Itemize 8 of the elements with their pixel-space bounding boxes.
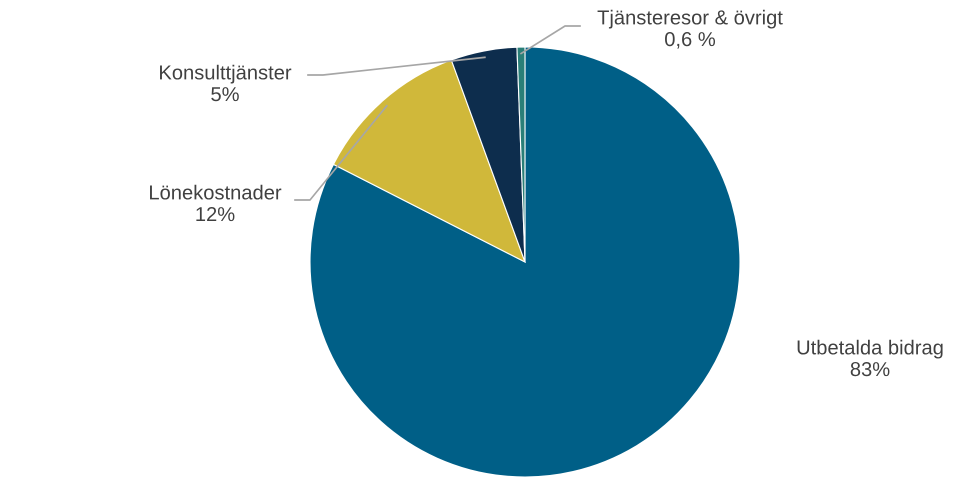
slice-label: Lönekostnader: [150, 184, 282, 200]
data-label: 12%: [196, 206, 234, 222]
data-label: 0,6 %: [665, 32, 716, 49]
data-label: 83%: [850, 362, 890, 376]
slice-label: Konsulttjänster: [160, 64, 292, 84]
slice-label: Tjänsteresor & övrigt: [598, 10, 783, 29]
data-label: 5%: [211, 87, 239, 102]
slice-label: Utbetalda bidrag: [798, 340, 943, 359]
